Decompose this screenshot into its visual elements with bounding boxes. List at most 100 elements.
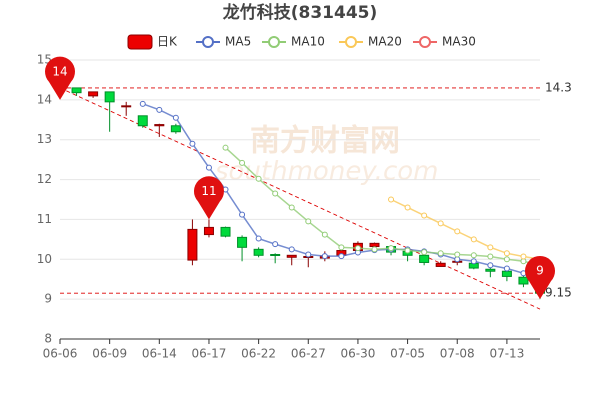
ma-point bbox=[503, 265, 510, 272]
candle-body bbox=[518, 276, 529, 285]
candle-body bbox=[435, 262, 446, 267]
ma-point bbox=[421, 249, 428, 256]
ma-line bbox=[390, 198, 541, 261]
candle-body bbox=[137, 115, 148, 127]
candle-body bbox=[220, 226, 231, 237]
candle-body bbox=[501, 270, 512, 277]
y-tick-label: 13 bbox=[37, 132, 52, 146]
ma-point bbox=[305, 251, 312, 258]
y-tick-label: 11 bbox=[37, 212, 52, 226]
ma-point bbox=[205, 164, 212, 171]
ma-point bbox=[437, 250, 444, 257]
ma-point bbox=[172, 114, 179, 121]
y-tick-label: 9 bbox=[44, 292, 52, 306]
mark-line-label: 9.15 bbox=[545, 286, 572, 300]
legend-icon bbox=[268, 36, 280, 48]
ma-point bbox=[487, 244, 494, 251]
ma-point bbox=[404, 204, 411, 211]
ma-point bbox=[222, 144, 229, 151]
candle-body bbox=[104, 91, 115, 103]
ma-point bbox=[255, 175, 262, 182]
legend-icon bbox=[202, 36, 214, 48]
candle-body bbox=[170, 125, 181, 133]
ma-point bbox=[321, 231, 328, 238]
x-tick-label: 06-06 bbox=[43, 347, 78, 361]
ma-point bbox=[354, 245, 361, 252]
ma-point bbox=[388, 196, 395, 203]
ma-point bbox=[371, 246, 378, 253]
watermark: 南方财富网 bbox=[250, 124, 400, 159]
ma-point bbox=[388, 245, 395, 252]
ma-point bbox=[520, 258, 527, 265]
candle-body bbox=[253, 248, 264, 256]
ma-point bbox=[437, 220, 444, 227]
ma-point bbox=[503, 250, 510, 257]
legend-label: MA5 bbox=[225, 35, 251, 49]
legend-icon bbox=[345, 36, 357, 48]
marker-label: 9 bbox=[536, 264, 544, 278]
marker-label: 14 bbox=[52, 64, 67, 78]
ma-point bbox=[454, 228, 461, 235]
candle-body bbox=[121, 105, 132, 108]
ma-point bbox=[288, 204, 295, 211]
legend-label: 日K bbox=[157, 35, 178, 49]
marker-pin bbox=[45, 56, 75, 100]
candle-body bbox=[485, 268, 496, 272]
candle-body bbox=[270, 254, 281, 257]
ma-point bbox=[189, 140, 196, 147]
ma-point bbox=[305, 218, 312, 225]
ma-point bbox=[470, 258, 477, 265]
x-tick-label: 07-05 bbox=[390, 347, 425, 361]
ma-point bbox=[156, 106, 163, 113]
y-tick-label: 8 bbox=[44, 332, 52, 346]
legend-icon bbox=[127, 34, 153, 50]
candle-body bbox=[71, 87, 82, 94]
chart-title: 龙竹科技(831445) bbox=[222, 2, 378, 23]
candle-body bbox=[369, 242, 380, 248]
x-tick-label: 06-14 bbox=[142, 347, 177, 361]
y-tick-label: 14 bbox=[37, 92, 52, 106]
ma-point bbox=[404, 247, 411, 254]
ma-point bbox=[454, 256, 461, 263]
ma-point bbox=[487, 262, 494, 269]
legend-label: MA20 bbox=[368, 35, 402, 49]
candle-body bbox=[203, 226, 214, 236]
ma-point bbox=[272, 241, 279, 248]
candle-body bbox=[286, 254, 297, 258]
ma-point bbox=[503, 256, 510, 263]
legend-label: MA10 bbox=[291, 35, 325, 49]
ma-point bbox=[338, 253, 345, 260]
candle-body bbox=[419, 254, 430, 263]
candle-body bbox=[88, 91, 99, 97]
x-tick-label: 06-17 bbox=[192, 347, 227, 361]
ma-point bbox=[454, 251, 461, 258]
trend-line bbox=[59, 87, 541, 310]
ma-point bbox=[272, 190, 279, 197]
y-tick-label: 10 bbox=[37, 252, 52, 266]
ma-point bbox=[520, 253, 527, 260]
watermark: southmoney.com bbox=[215, 157, 438, 187]
candle-body bbox=[154, 124, 165, 127]
mark-line-label: 14.3 bbox=[545, 80, 572, 94]
y-tick-label: 12 bbox=[37, 172, 52, 186]
marker-pin bbox=[525, 255, 555, 300]
ma-point bbox=[321, 253, 328, 260]
ma-point bbox=[470, 252, 477, 259]
ma-point bbox=[487, 253, 494, 260]
candle-body bbox=[187, 228, 198, 261]
x-tick-label: 07-08 bbox=[440, 347, 475, 361]
ma-point bbox=[255, 235, 262, 242]
marker-pin bbox=[193, 176, 224, 220]
ma-point bbox=[470, 236, 477, 243]
x-tick-label: 06-22 bbox=[241, 347, 276, 361]
marker-label: 11 bbox=[201, 184, 216, 198]
candle-body bbox=[237, 236, 248, 248]
x-tick-label: 06-27 bbox=[291, 347, 326, 361]
ma-point bbox=[421, 212, 428, 219]
legend-icon bbox=[419, 36, 431, 48]
x-tick-label: 06-09 bbox=[92, 347, 127, 361]
ma-point bbox=[288, 246, 295, 253]
ma-point bbox=[338, 244, 345, 251]
ma-point bbox=[139, 100, 146, 107]
